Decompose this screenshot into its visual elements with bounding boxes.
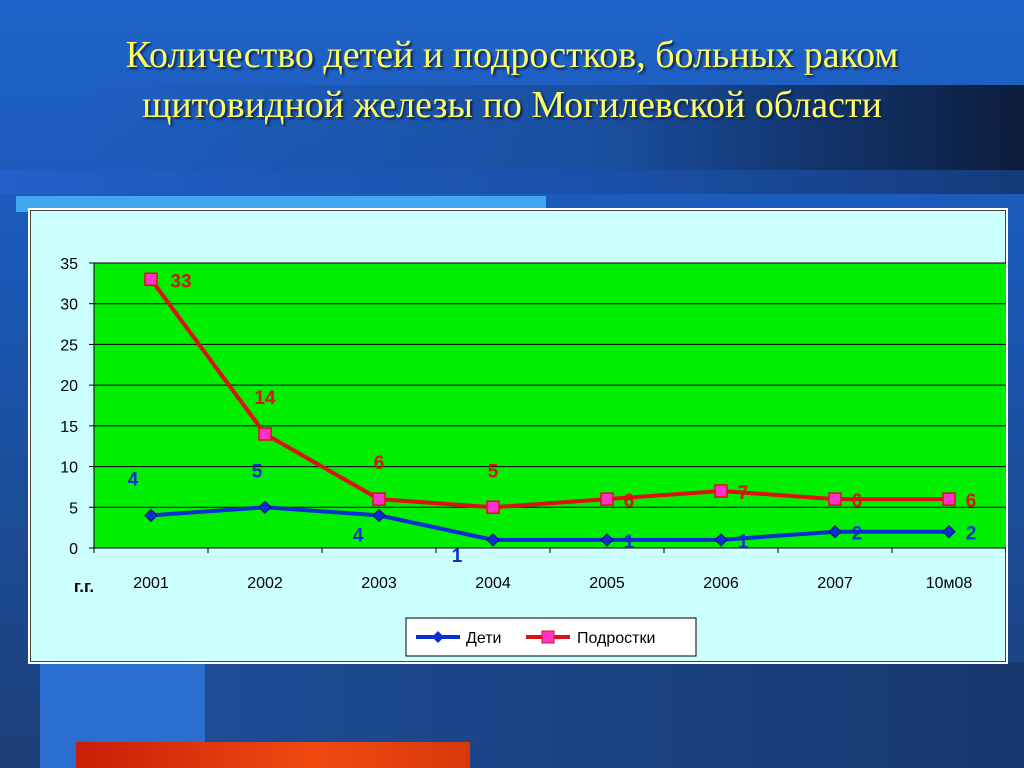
series-line-children (150, 505, 949, 542)
legend-marker-children (432, 631, 444, 643)
point-children (144, 508, 158, 523)
legend: Дети Подростки (405, 617, 697, 657)
legend-label-children: Дети (466, 630, 501, 647)
slide-title: Количество детей и подростков, больных р… (0, 30, 1024, 130)
data-label-children: 1 (624, 532, 635, 553)
plot-area (93, 262, 1006, 549)
y-tick-label: 20 (60, 378, 78, 395)
chart-panel: 0 5 10 15 20 25 30 35 2001 2002 2003 2004 2005 2006 20… (28, 208, 1008, 664)
point-children (372, 508, 386, 523)
decor-red-bar (76, 742, 470, 768)
data-label-children: 4 (353, 525, 364, 546)
point-children (600, 533, 614, 547)
data-label-teens: 6 (852, 491, 863, 512)
x-axis-caption: г.г. (74, 577, 94, 596)
data-label-teens: 33 (170, 271, 191, 292)
point-teens (600, 492, 614, 506)
x-tick-label: 2007 (817, 575, 853, 592)
y-tick-label: 0 (69, 541, 78, 558)
series-line-teens (149, 278, 949, 510)
y-tick-label: 30 (60, 297, 78, 314)
point-children (714, 533, 728, 547)
data-label-children: 1 (452, 546, 463, 567)
data-label-teens: 7 (738, 483, 749, 504)
slide-title-line2: щитовидной железы по Могилевской области (142, 84, 882, 126)
legend-marker-teens (541, 630, 555, 644)
data-label-teens: 6 (624, 491, 635, 512)
point-teens (942, 492, 956, 506)
data-label-children: 5 (252, 461, 263, 482)
data-label-teens: 6 (966, 491, 977, 512)
data-label-teens: 6 (374, 453, 385, 474)
point-teens (828, 492, 842, 506)
x-tick-label: 2006 (703, 575, 739, 592)
data-label-children: 4 (128, 469, 139, 490)
point-children (486, 533, 500, 547)
y-tick-label: 35 (60, 256, 78, 273)
x-tick-label: 10м08 (926, 575, 973, 592)
y-tick-label: 5 (69, 500, 78, 517)
point-children (828, 525, 842, 539)
decor-top-right-band (85, 85, 1024, 170)
y-tick-label: 25 (60, 337, 78, 354)
point-teens (144, 272, 158, 287)
point-children (942, 525, 956, 539)
point-teens (258, 427, 272, 441)
x-tick-label: 2002 (247, 575, 283, 592)
x-tick-label: 2003 (361, 575, 397, 592)
point-teens (486, 500, 500, 515)
legend-label-teens: Подростки (577, 630, 655, 647)
decor-horizontal-band (0, 170, 1024, 194)
point-children (258, 500, 272, 514)
data-label-teens: 5 (488, 461, 499, 482)
x-tick-label: 2001 (133, 575, 169, 592)
data-label-children: 2 (852, 524, 863, 545)
point-teens (714, 484, 728, 498)
point-teens (372, 492, 386, 506)
y-tick-label: 10 (60, 460, 78, 477)
y-tick-label: 15 (60, 419, 78, 436)
data-label-teens: 14 (254, 388, 276, 409)
x-tick-label: 2004 (475, 575, 511, 592)
data-label-children: 1 (738, 532, 749, 553)
data-label-children: 2 (966, 524, 977, 545)
x-tick-label: 2005 (589, 575, 625, 592)
slide-title-line1: Количество детей и подростков, больных р… (125, 34, 899, 76)
